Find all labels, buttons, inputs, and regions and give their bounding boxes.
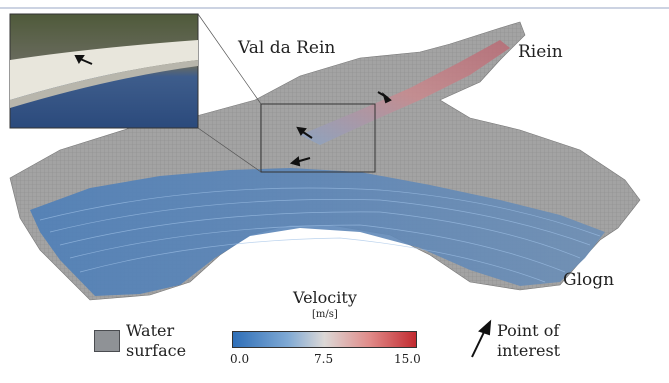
riein-flow: [300, 40, 510, 145]
water-surface-swatch: [94, 330, 120, 352]
water-surface-label-1: Water: [126, 321, 175, 340]
velocity-tick-mid: 7.5: [314, 352, 334, 366]
velocity-tick-max: 15.0: [394, 352, 421, 366]
poi-label-1: Point of: [497, 321, 560, 340]
velocity-title: Velocity: [293, 288, 357, 307]
zoom-box: [260, 103, 376, 173]
poi-arrows: [74, 55, 492, 358]
streamlines: [39, 187, 601, 283]
connector-line: [197, 127, 262, 173]
poi-label-2: interest: [497, 341, 561, 360]
label-glogn: Glogn: [563, 270, 615, 290]
velocity-unit: [m/s]: [312, 309, 338, 320]
connector-line: [197, 13, 262, 105]
velocity-tick-min: 0.0: [230, 352, 250, 366]
inset-photo: [9, 13, 199, 129]
label-riein: Riein: [518, 42, 563, 62]
label-val-da-rein: Val da Rein: [238, 38, 336, 58]
velocity-colorbar: [232, 331, 417, 348]
water-surface-label-2: surface: [126, 341, 187, 360]
